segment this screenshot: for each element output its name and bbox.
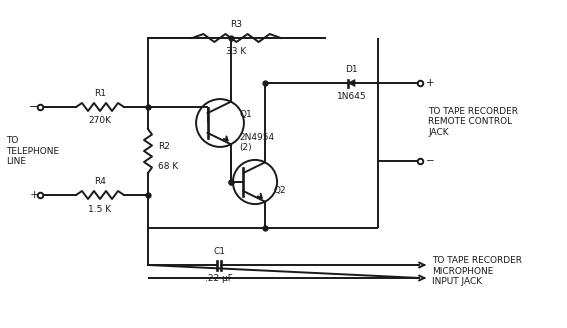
Text: 68 K: 68 K <box>158 162 178 171</box>
Text: R3: R3 <box>231 20 243 29</box>
Text: TO TAPE RECORDER
MICROPHONE
INPUT JACK: TO TAPE RECORDER MICROPHONE INPUT JACK <box>432 256 522 286</box>
Text: −: − <box>426 156 435 166</box>
Text: 1.5 K: 1.5 K <box>88 205 112 214</box>
Text: +: + <box>426 78 435 88</box>
Text: R2: R2 <box>158 142 170 151</box>
Text: .22 μF: .22 μF <box>205 274 233 283</box>
Text: R1: R1 <box>94 89 106 98</box>
Text: 1N645: 1N645 <box>337 92 366 101</box>
Text: (2): (2) <box>239 143 252 152</box>
Text: TO TAPE RECORDER
REMOTE CONTROL
JACK: TO TAPE RECORDER REMOTE CONTROL JACK <box>428 107 518 137</box>
Text: Q2: Q2 <box>273 186 286 195</box>
Text: 33 K: 33 K <box>226 47 247 56</box>
Text: Q1: Q1 <box>239 110 252 119</box>
Text: 2N4954: 2N4954 <box>239 133 274 142</box>
Text: C1: C1 <box>213 247 225 256</box>
Text: 270K: 270K <box>88 116 112 125</box>
Polygon shape <box>348 79 355 87</box>
Text: R4: R4 <box>94 177 106 186</box>
Text: −: − <box>29 102 39 112</box>
Text: TO
TELEPHONE
LINE: TO TELEPHONE LINE <box>6 136 59 166</box>
Text: D1: D1 <box>345 65 358 74</box>
Text: +: + <box>29 190 39 200</box>
